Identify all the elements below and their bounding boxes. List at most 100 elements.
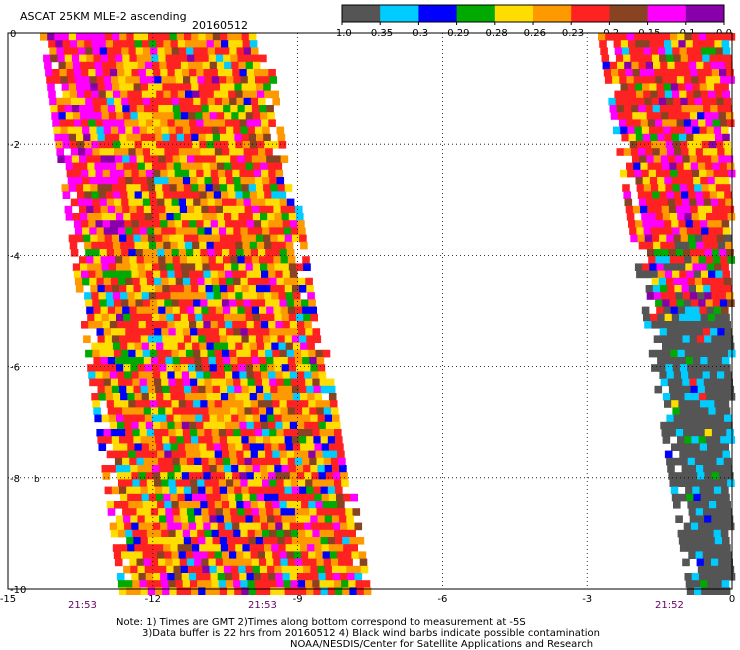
swath-cell bbox=[134, 90, 143, 99]
swath-cell bbox=[156, 493, 164, 502]
swath-cell bbox=[142, 148, 151, 156]
swath-cell bbox=[122, 256, 130, 264]
swath-cell bbox=[702, 234, 710, 243]
swath-cell bbox=[667, 285, 675, 293]
swath-cell bbox=[344, 551, 352, 559]
swath-cell bbox=[635, 177, 644, 185]
swath-cell bbox=[213, 493, 222, 502]
swath-cell bbox=[238, 112, 247, 120]
swath-cell bbox=[668, 112, 676, 120]
swath-cell bbox=[166, 465, 174, 473]
swath-cell bbox=[667, 61, 675, 70]
swath-cell bbox=[284, 285, 293, 293]
swath-cell bbox=[337, 551, 345, 559]
swath-cell bbox=[614, 90, 622, 99]
swath-cell bbox=[696, 421, 704, 430]
swath-cell bbox=[104, 486, 113, 495]
swath-cell bbox=[206, 90, 215, 99]
swath-cell bbox=[192, 393, 200, 401]
swath-cell bbox=[107, 407, 116, 415]
swath-cell bbox=[226, 126, 234, 135]
swath-cell bbox=[228, 40, 236, 48]
swath-cell bbox=[269, 76, 277, 84]
swath-cell bbox=[218, 328, 227, 336]
swath-cell bbox=[128, 198, 136, 207]
swath-cell bbox=[237, 407, 245, 415]
swath-cell bbox=[193, 47, 201, 55]
swath-cell bbox=[662, 436, 671, 444]
swath-cell bbox=[636, 184, 645, 192]
swath-cell bbox=[181, 421, 190, 430]
swath-cell bbox=[138, 321, 147, 329]
swath-cell bbox=[707, 400, 715, 408]
swath-cell bbox=[199, 443, 207, 451]
swath-cell bbox=[719, 299, 728, 307]
swath-cell bbox=[692, 306, 700, 315]
swath-cell bbox=[699, 486, 708, 495]
swath-cell bbox=[194, 256, 202, 264]
swath-cell bbox=[163, 493, 171, 502]
swath-cell bbox=[255, 587, 264, 595]
swath-cell bbox=[142, 299, 151, 307]
swath-cell bbox=[202, 313, 210, 322]
swath-cell bbox=[701, 587, 709, 595]
swath-cell bbox=[274, 213, 282, 221]
swath-cell bbox=[709, 277, 717, 286]
swath-cell bbox=[264, 90, 272, 99]
swath-cell bbox=[227, 486, 235, 495]
swath-cell bbox=[262, 429, 270, 437]
swath-cell bbox=[140, 486, 149, 495]
swath-cell bbox=[709, 191, 718, 199]
swath-cell bbox=[249, 241, 258, 250]
swath-cell bbox=[160, 220, 168, 228]
swath-cell bbox=[103, 328, 112, 336]
swath-cell bbox=[204, 378, 212, 387]
swath-cell bbox=[85, 349, 93, 358]
swath-cell bbox=[324, 565, 333, 574]
swath-cell bbox=[182, 277, 191, 286]
swath-cell bbox=[342, 587, 350, 595]
swath-cell bbox=[149, 299, 158, 307]
swath-cell bbox=[238, 364, 246, 372]
swath-cell bbox=[290, 580, 299, 588]
swath-cell bbox=[87, 213, 95, 221]
swath-cell bbox=[108, 213, 117, 221]
swath-cell bbox=[230, 105, 238, 113]
swath-cell bbox=[278, 292, 287, 300]
swath-cell bbox=[118, 126, 126, 135]
swath-cell bbox=[640, 205, 648, 214]
swath-cell bbox=[679, 133, 687, 142]
swath-cell bbox=[100, 105, 109, 113]
swath-cell bbox=[149, 400, 158, 408]
swath-cell bbox=[152, 522, 161, 531]
swath-cell bbox=[245, 313, 254, 322]
swath-cell bbox=[617, 61, 625, 70]
swath-cell bbox=[259, 105, 267, 113]
swath-cell bbox=[110, 126, 119, 135]
swath-cell bbox=[180, 61, 189, 70]
swath-cell bbox=[138, 220, 147, 228]
swath-cell bbox=[115, 256, 123, 264]
swath-cell bbox=[125, 227, 133, 235]
swath-cell bbox=[89, 76, 97, 84]
y-tick-label: -6 bbox=[10, 363, 20, 374]
swath-cell bbox=[268, 321, 276, 329]
swath-cell bbox=[80, 162, 88, 171]
swath-cell bbox=[266, 457, 274, 466]
swath-cell bbox=[156, 443, 164, 451]
swath-cell bbox=[264, 443, 272, 451]
swath-cell bbox=[726, 205, 735, 214]
swath-cell bbox=[664, 177, 672, 185]
swath-cell bbox=[206, 443, 215, 451]
swath-cell bbox=[128, 501, 136, 509]
swath-cell bbox=[136, 306, 145, 315]
swath-cell bbox=[271, 544, 279, 552]
swath-cell bbox=[600, 47, 608, 55]
swath-cell bbox=[217, 472, 226, 480]
swath-cell bbox=[302, 457, 310, 466]
swath-cell bbox=[305, 529, 313, 538]
swath-cell bbox=[707, 537, 716, 545]
swath-cell bbox=[179, 558, 188, 567]
swath-cell bbox=[264, 292, 272, 300]
swath-cell bbox=[230, 256, 238, 264]
